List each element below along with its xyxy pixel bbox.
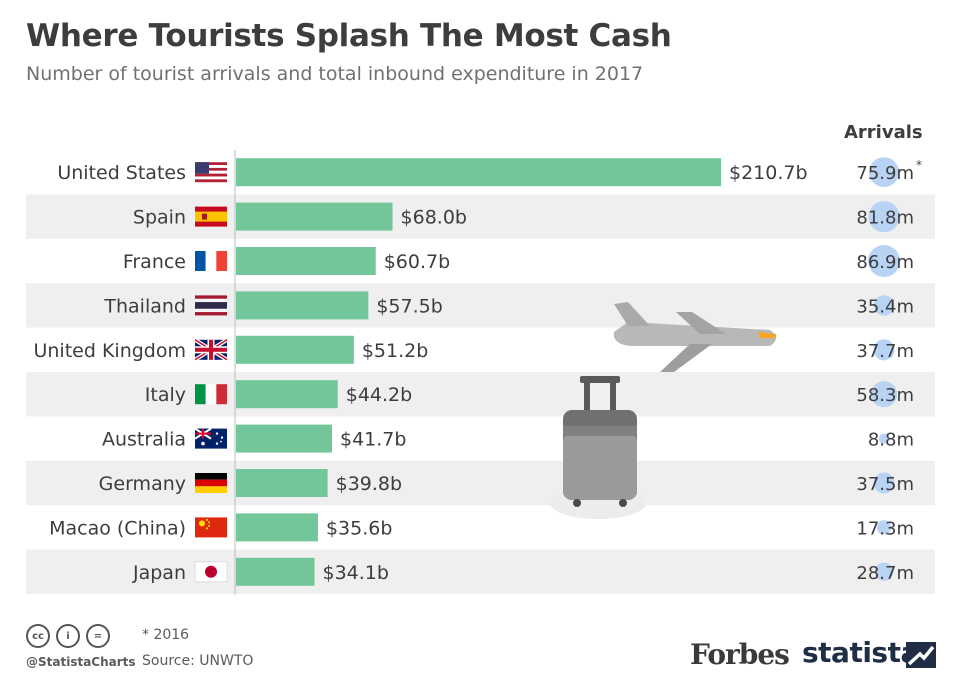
expenditure-label: $39.8b	[336, 473, 402, 495]
arrivals-label: 37.7m	[856, 341, 914, 362]
chart-subtitle: Number of tourist arrivals and total inb…	[26, 63, 644, 85]
expenditure-label: $35.6b	[326, 517, 392, 539]
arrivals-label: 35.4m	[856, 296, 914, 317]
arrivals-bubble	[874, 562, 894, 581]
arrivals-bubble	[868, 201, 900, 233]
arrivals-bubble	[873, 295, 895, 316]
arrivals-bubble	[868, 245, 900, 277]
creative-commons-icon: cc	[26, 624, 50, 648]
expenditure-bar	[236, 424, 332, 453]
expenditure-label: $41.7b	[340, 429, 406, 451]
expenditure-label: $44.2b	[346, 384, 412, 406]
statista-logo-icon	[906, 642, 936, 668]
australia-flag-icon	[194, 427, 227, 449]
expenditure-label: $60.7b	[384, 251, 450, 273]
arrivals-label: 58.3m	[856, 385, 914, 406]
source-note: Source: UNWTO	[142, 653, 254, 669]
statista-charts-handle: @StatistaCharts	[26, 655, 136, 669]
arrivals-label: 81.8m	[856, 208, 914, 229]
forbes-logo: Forbes	[690, 638, 790, 671]
row-shade	[26, 372, 935, 417]
expenditure-bar	[236, 557, 315, 586]
row-shade	[26, 549, 935, 594]
category-label: Thailand	[103, 295, 186, 317]
category-label: Japan	[132, 562, 186, 584]
japan-flag-icon	[194, 561, 228, 583]
suitcase-icon	[550, 376, 646, 519]
row-shade	[26, 194, 935, 239]
chart-rows: United States $210.7b 75.9m * Spain $68.0b 81.…	[33, 157, 922, 586]
arrivals-column-header: Arrivals	[844, 122, 923, 143]
arrivals-bubble	[869, 157, 899, 188]
expenditure-bar	[236, 158, 721, 187]
chart-row: Thailand $57.5b 35.4m	[103, 291, 914, 320]
chart-row: United Kingdom $51.2b 37.7m	[33, 335, 914, 364]
category-label: Germany	[99, 473, 186, 495]
chart-row: Japan $34.1b 28.7m	[132, 557, 914, 586]
expenditure-bar	[236, 380, 338, 409]
license-icons: cc i =	[26, 624, 110, 648]
spain-flag-icon	[195, 206, 227, 227]
row-backgrounds	[26, 194, 935, 594]
statista-logo: statista	[802, 636, 919, 669]
row-shade	[26, 460, 935, 506]
expenditure-bar	[236, 291, 369, 320]
arrivals-bubble	[873, 472, 895, 494]
expenditure-bar	[236, 335, 354, 364]
arrivals-label: 86.9m	[856, 252, 914, 273]
category-label: Australia	[102, 429, 186, 451]
attribution-icon: i	[56, 624, 80, 648]
chart-title: Where Tourists Splash The Most Cash	[26, 18, 672, 54]
bar-chart: United States $210.7b 75.9m * Spain $68.0b 81.…	[26, 150, 935, 595]
airplane-icon	[613, 302, 776, 372]
expenditure-bar	[236, 469, 328, 497]
arrivals-label: 37.5m	[856, 474, 914, 495]
germany-flag-icon	[195, 473, 227, 493]
arrivals-bubble	[873, 339, 895, 361]
chart-row: France $60.7b 86.9m	[123, 245, 914, 277]
china-flag-icon	[195, 517, 227, 538]
expenditure-bar	[236, 513, 318, 542]
category-label: Macao (China)	[49, 517, 186, 539]
expenditure-label: $34.1b	[322, 562, 388, 584]
chart-row: Australia $41.7b 8.8m	[102, 424, 914, 453]
expenditure-label: $210.7b	[729, 162, 808, 184]
arrivals-footnote-mark: *	[916, 158, 922, 172]
travel-illustration	[550, 302, 776, 519]
uk-flag-icon	[193, 338, 229, 362]
arrivals-bubble	[870, 381, 898, 408]
expenditure-label: $57.5b	[376, 295, 442, 317]
france-flag-icon	[195, 251, 227, 271]
no-derivatives-icon: =	[86, 624, 110, 648]
expenditure-bar	[236, 247, 376, 275]
row-shade	[26, 283, 935, 328]
arrivals-bubble	[876, 520, 892, 535]
arrivals-label: 75.9m	[856, 163, 914, 184]
arrivals-label: 28.7m	[856, 563, 914, 584]
chart-row: Italy $44.2b 58.3m	[145, 380, 914, 409]
chart-row: Germany $39.8b 37.5m	[99, 469, 914, 497]
category-label: United Kingdom	[33, 340, 186, 362]
arrivals-bubble	[878, 433, 890, 444]
category-label: France	[123, 251, 186, 273]
arrivals-label: 8.8m	[868, 430, 914, 451]
footnote: * 2016	[142, 627, 190, 643]
chart-row: United States $210.7b 75.9m *	[57, 157, 922, 188]
us-flag-icon	[195, 162, 227, 183]
expenditure-label: $68.0b	[401, 207, 467, 229]
thailand-flag-icon	[195, 295, 227, 316]
chart-row: Macao (China) $35.6b 17.3m	[49, 513, 914, 542]
italy-flag-icon	[195, 384, 227, 405]
category-label: Spain	[133, 207, 186, 229]
expenditure-label: $51.2b	[362, 340, 428, 362]
chart-row: Spain $68.0b 81.8m	[133, 201, 914, 233]
arrivals-label: 17.3m	[856, 518, 914, 539]
expenditure-bar	[236, 202, 393, 231]
category-label: Italy	[145, 384, 186, 406]
category-label: United States	[57, 162, 186, 184]
